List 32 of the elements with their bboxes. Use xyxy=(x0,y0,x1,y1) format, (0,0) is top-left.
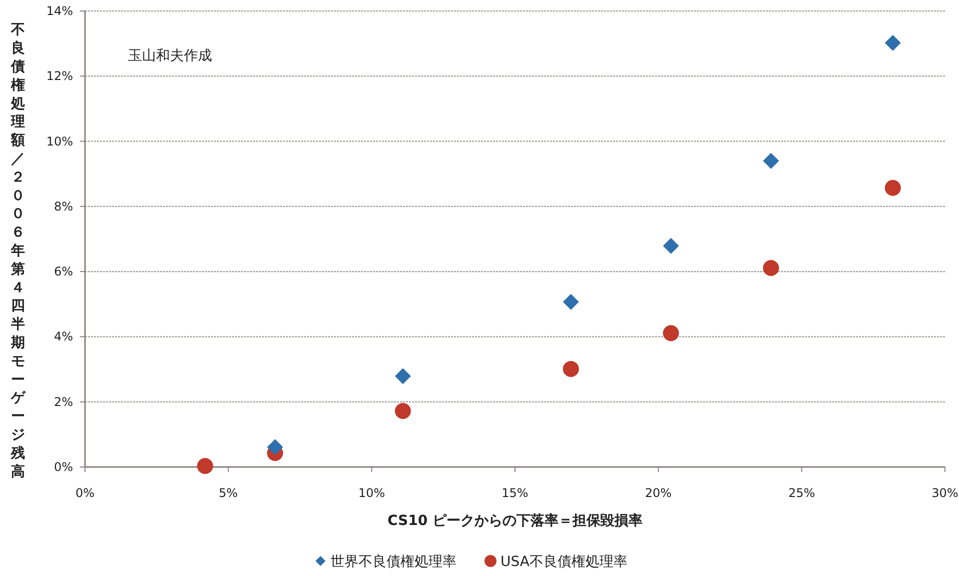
point xyxy=(662,325,679,342)
point xyxy=(394,402,411,419)
x-tick-label: 0% xyxy=(75,486,95,500)
point xyxy=(762,152,779,169)
y-tick-label: 6% xyxy=(54,264,73,279)
point xyxy=(884,34,901,51)
x-tick-label: 25% xyxy=(788,486,816,500)
point xyxy=(884,180,901,196)
x-tick-label: 15% xyxy=(502,486,528,500)
y-tick-label: 2% xyxy=(54,394,73,409)
point xyxy=(267,439,284,456)
point xyxy=(394,368,411,384)
y-axis-title: 不良債権処理額／２００６年第４四半期モーゲージ残高 xyxy=(11,22,25,480)
x-tick-label: 10% xyxy=(358,486,386,500)
point xyxy=(197,458,214,474)
y-tick-label: 10% xyxy=(46,134,73,148)
y-tick-label: 8% xyxy=(54,199,73,214)
x-tick-label: 5% xyxy=(218,486,238,500)
x-tick-label: 20% xyxy=(644,486,672,500)
x-tick-label: 30% xyxy=(932,486,958,500)
point xyxy=(562,360,579,377)
legend-label: USA不良債権処理率 xyxy=(500,554,628,570)
point xyxy=(762,260,779,276)
y-tick-label: 14% xyxy=(46,4,73,18)
point xyxy=(562,294,579,310)
y-tick-label: 4% xyxy=(54,330,73,344)
y-tick-label: 12% xyxy=(46,69,73,84)
annotation: 玉山和夫作成 xyxy=(128,48,212,64)
legend-label: 世界不良債権処理率 xyxy=(330,554,456,570)
y-tick-label: 0% xyxy=(54,460,73,474)
x-axis-title: CS10 ピークからの下落率＝担保毀損率 xyxy=(388,512,642,529)
point xyxy=(662,238,679,254)
